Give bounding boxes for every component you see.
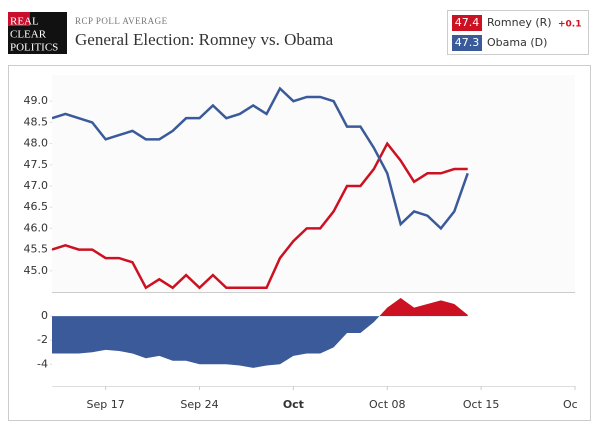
y-tick-label: 45.0 [24,264,49,277]
legend-change: +0.1 [558,20,581,30]
y-tick-label: 46.0 [24,221,49,234]
legend-swatch [452,35,482,51]
y-tick-label: -2 [37,333,48,346]
spread-area-positive [379,298,468,316]
legend-value: 47.4 [455,16,480,29]
y-tick-label: 48.5 [24,115,49,128]
x-tick-label: Oct [283,398,304,411]
line-series [52,141,468,290]
y-tick-label: -4 [37,357,48,370]
y-tick-label: 0 [41,309,48,322]
logo-text: CLEAR [10,29,47,41]
logo-text: REAL [10,16,39,28]
legend-label: Romney (R) [487,16,552,29]
y-tick-label: 49.0 [24,94,49,107]
plot-background [52,75,575,292]
x-tick-label: Oct 15 [463,398,500,411]
legend-label: Obama (D) [487,36,547,49]
line-series [52,86,469,231]
x-tick-label: Oct 08 [369,398,406,411]
y-tick-label: 48.0 [24,137,49,150]
y-tick-label: 47.0 [24,179,49,192]
spread-area-negative [52,316,468,368]
x-tick-label: Oc [563,398,578,411]
y-tick-label: 45.5 [24,243,49,256]
x-tick-label: Sep 24 [180,398,218,411]
subtitle: RCP POLL AVERAGE [75,16,168,26]
legend-swatch [452,15,482,31]
y-tick-label: 47.5 [24,158,49,171]
logo-text: POLITICS [10,42,58,54]
x-tick-label: Sep 17 [87,398,125,411]
title: General Election: Romney vs. Obama [75,30,334,49]
logo-accent [8,12,30,26]
legend-value: 47.3 [455,36,480,49]
y-tick-label: 46.5 [24,200,49,213]
